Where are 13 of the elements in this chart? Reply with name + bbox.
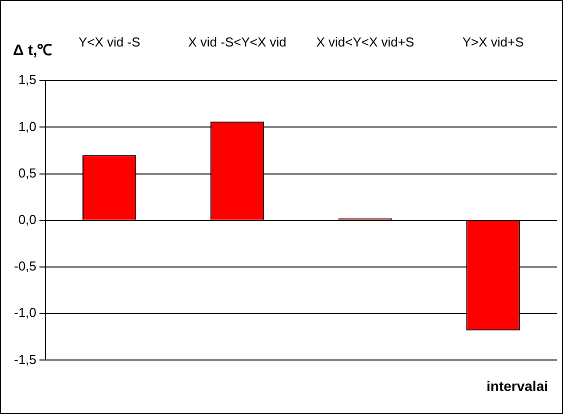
- y-tick-label: 1,0: [18, 118, 36, 134]
- y-tick-label: -1,5: [14, 352, 36, 367]
- y-axis-title: Δ t,℃: [13, 41, 52, 59]
- x-axis-title: intervalai: [486, 378, 548, 394]
- x-tick-label: Y<X vid -S: [78, 34, 141, 50]
- y-tick-label: 0,5: [18, 165, 36, 180]
- y-tick-label: -0,5: [14, 258, 36, 274]
- y-tick-label: 0,0: [18, 212, 36, 227]
- x-tick-label: Y>X vid+S: [462, 34, 524, 50]
- x-tick-label: X vid -S<Y<X vid: [188, 34, 286, 50]
- y-tick-label: 1,5: [18, 72, 36, 88]
- y-tick-label: -1,0: [14, 305, 36, 320]
- x-tick-label: X vid<Y<X vid+S: [316, 34, 414, 50]
